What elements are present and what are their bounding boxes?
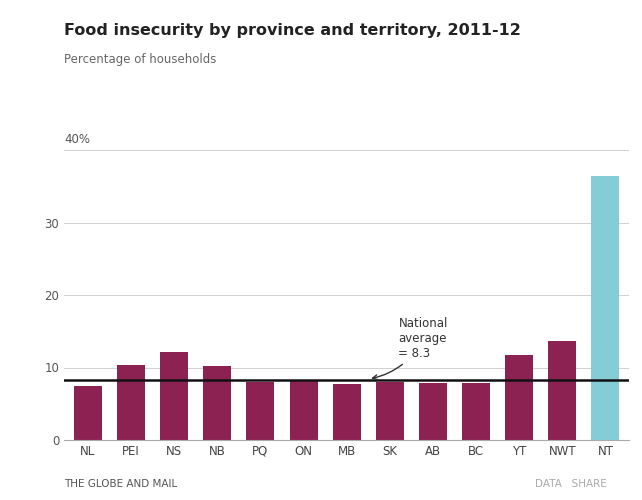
Bar xyxy=(74,386,102,440)
Bar xyxy=(505,355,534,440)
Text: THE GLOBE AND MAIL: THE GLOBE AND MAIL xyxy=(64,479,177,489)
Text: National
average
= 8.3: National average = 8.3 xyxy=(372,317,448,380)
Bar xyxy=(290,380,318,440)
Text: DATA   SHARE: DATA SHARE xyxy=(535,479,607,489)
Bar xyxy=(419,384,447,440)
Bar xyxy=(548,342,577,440)
Bar xyxy=(160,352,188,440)
Bar xyxy=(247,382,274,440)
Text: Food insecurity by province and territory, 2011-12: Food insecurity by province and territor… xyxy=(64,22,521,38)
Bar xyxy=(204,366,231,440)
Bar xyxy=(333,384,361,440)
Bar xyxy=(117,364,145,440)
Bar xyxy=(591,176,620,440)
Bar xyxy=(376,382,404,440)
Bar xyxy=(462,382,490,440)
Text: 40%: 40% xyxy=(64,134,90,146)
Text: Percentage of households: Percentage of households xyxy=(64,52,216,66)
